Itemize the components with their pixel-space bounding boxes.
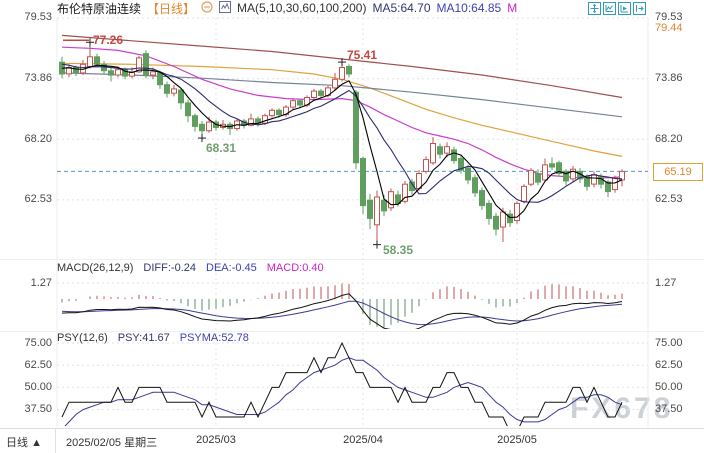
main-left-tick-4: 62.53 bbox=[24, 193, 52, 205]
macd-left-axis-label: 1.27 bbox=[30, 277, 52, 289]
psy-right-tick-3: 50.00 bbox=[655, 381, 683, 393]
ma5-value: MA5:64.70 bbox=[372, 1, 431, 15]
chart-scale-icon[interactable] bbox=[603, 2, 616, 15]
chart-play-icon[interactable] bbox=[618, 2, 631, 15]
main-right-tick-2: 73.86 bbox=[655, 72, 683, 84]
psy-right-tick-2: 62.50 bbox=[655, 359, 683, 371]
ma30-value-truncated: M bbox=[507, 1, 518, 15]
main-left-tick-1: 79.53 bbox=[24, 11, 52, 23]
swing-high-label-2: 75.41 bbox=[347, 48, 378, 62]
main-left-tick-2: 73.86 bbox=[24, 72, 52, 84]
swing-low-label-1: 68.31 bbox=[206, 141, 237, 155]
x-tick-march: 2025/03 bbox=[196, 434, 236, 446]
macd-value: MACD:0.40 bbox=[266, 262, 324, 274]
psy-left-tick-3: 50.00 bbox=[24, 381, 52, 393]
triangle-up-icon: ▲ bbox=[31, 437, 42, 449]
macd-dea-value: DEA:-0.45 bbox=[206, 262, 257, 274]
psy-header: PSY(12,6) PSY:41.67 PSYMA:52.78 bbox=[57, 332, 249, 344]
psy-left-tick-2: 62.50 bbox=[24, 359, 52, 371]
macd-title: MACD(26,12,9) bbox=[57, 262, 134, 274]
psy-title: PSY(12,6) bbox=[57, 332, 108, 344]
ma30-line bbox=[61, 46, 623, 179]
psyma-value: PSYMA:52.78 bbox=[179, 332, 249, 344]
ma100-line bbox=[61, 62, 623, 157]
macd-histogram bbox=[61, 283, 623, 329]
jump-latest-icon[interactable] bbox=[633, 2, 646, 15]
x-tick-may: 2025/05 bbox=[497, 434, 537, 446]
kline-chart-icon[interactable] bbox=[219, 0, 232, 16]
ma10-value: MA10:64.85 bbox=[436, 1, 502, 15]
swing-high-label-1: 77.26 bbox=[93, 33, 124, 47]
chart-header: 布伦特原油连续 【日线】 MA(5,10,30,60,100,200) MA5:… bbox=[57, 0, 518, 16]
x-tick-april: 2025/04 bbox=[343, 434, 383, 446]
x-axis-bar: 日线 ▲ 2025/02/05 星期三 2025/03 2025/04 2025… bbox=[0, 428, 704, 453]
move-crosshair-icon[interactable] bbox=[588, 2, 601, 15]
main-right-tick-4: 62.53 bbox=[655, 193, 683, 205]
main-right-tick-3: 68.20 bbox=[655, 133, 683, 145]
minus-circle-icon[interactable] bbox=[201, 0, 213, 16]
candles bbox=[59, 42, 625, 245]
period-tag[interactable]: 【日线】 bbox=[147, 1, 196, 16]
ma-settings-label: MA(5,10,30,60,100,200) bbox=[237, 1, 367, 15]
macd-right-axis-label: 1.27 bbox=[655, 277, 677, 289]
main-right-extra-label: 79.44 bbox=[655, 22, 683, 34]
bottom-bar-divider bbox=[55, 429, 56, 453]
macd-header: MACD(26,12,9) DIFF:-0.24 DEA:-0.45 MACD:… bbox=[57, 262, 324, 274]
psy-value: PSY:41.67 bbox=[117, 332, 170, 344]
ma60-line bbox=[61, 72, 623, 118]
main-left-tick-3: 68.20 bbox=[24, 133, 52, 145]
first-candle-date: 2025/02/05 星期三 bbox=[66, 437, 158, 449]
macd-diff-value: DIFF:-0.24 bbox=[143, 262, 196, 274]
chart-toolbar bbox=[588, 2, 646, 15]
swing-low-label-2: 58.35 bbox=[383, 243, 414, 257]
last-price-badge: 65.19 bbox=[653, 163, 703, 181]
psy-left-tick-4: 37.50 bbox=[24, 403, 52, 415]
psy-left-tick-1: 75.00 bbox=[24, 337, 52, 349]
instrument-title: 布伦特原油连续 bbox=[57, 1, 142, 16]
psy-right-tick-1: 75.00 bbox=[655, 337, 683, 349]
psy-right-tick-4: 37.50 bbox=[655, 403, 683, 415]
main-right-tick-1: 79.53 bbox=[655, 11, 683, 23]
period-selector[interactable]: 日线 ▲ bbox=[6, 437, 42, 449]
